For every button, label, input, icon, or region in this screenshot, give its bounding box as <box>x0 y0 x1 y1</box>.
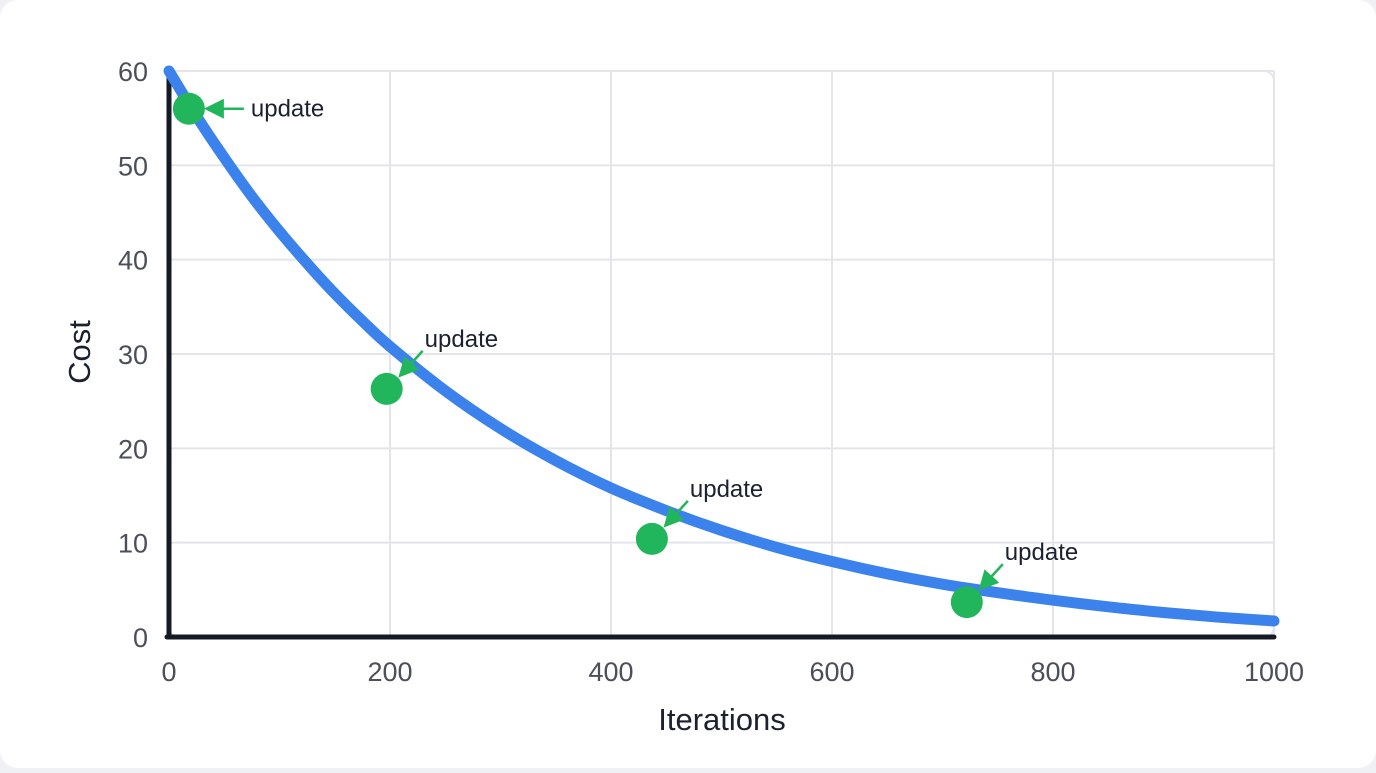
tick-labels: 0 200 400 600 800 1000 0 10 20 30 40 50 60 <box>118 57 1304 687</box>
axes <box>164 71 1277 640</box>
x-tick-label: 400 <box>588 657 633 687</box>
annotation-arrow <box>978 563 1004 591</box>
y-tick-label: 30 <box>118 340 148 370</box>
annotation-label: update <box>690 476 763 503</box>
x-axis-title: Iterations <box>658 702 786 737</box>
update-marker <box>635 522 668 555</box>
cost-curve-line <box>163 65 1280 627</box>
y-tick-label: 40 <box>118 246 148 276</box>
annotation-arrow <box>398 350 424 378</box>
y-axis-title: Cost <box>62 320 97 384</box>
x-tick-label: 200 <box>367 657 412 687</box>
y-tick-label: 10 <box>118 529 148 559</box>
y-tick-label: 50 <box>118 151 148 181</box>
grid <box>168 70 1275 638</box>
x-tick-label: 1000 <box>1244 657 1304 687</box>
update-marker <box>950 586 983 619</box>
y-tick-label: 20 <box>118 434 148 464</box>
update-annotation: update <box>950 539 1078 619</box>
x-tick-label: 0 <box>161 657 176 687</box>
annotations: update update update update <box>172 92 1078 619</box>
annotation-label: update <box>1005 539 1078 566</box>
annotation-label: update <box>425 326 498 353</box>
y-tick-label: 0 <box>133 623 148 653</box>
update-marker <box>370 372 403 405</box>
x-tick-label: 800 <box>1030 657 1075 687</box>
x-tick-label: 600 <box>809 657 854 687</box>
y-tick-label: 60 <box>118 57 148 87</box>
annotation-arrow <box>663 500 689 528</box>
annotation-label: update <box>251 96 324 123</box>
series <box>163 65 1280 627</box>
update-annotation: update <box>172 92 324 125</box>
update-annotation: update <box>635 476 763 555</box>
update-annotation: update <box>370 326 498 405</box>
update-marker <box>172 92 205 125</box>
